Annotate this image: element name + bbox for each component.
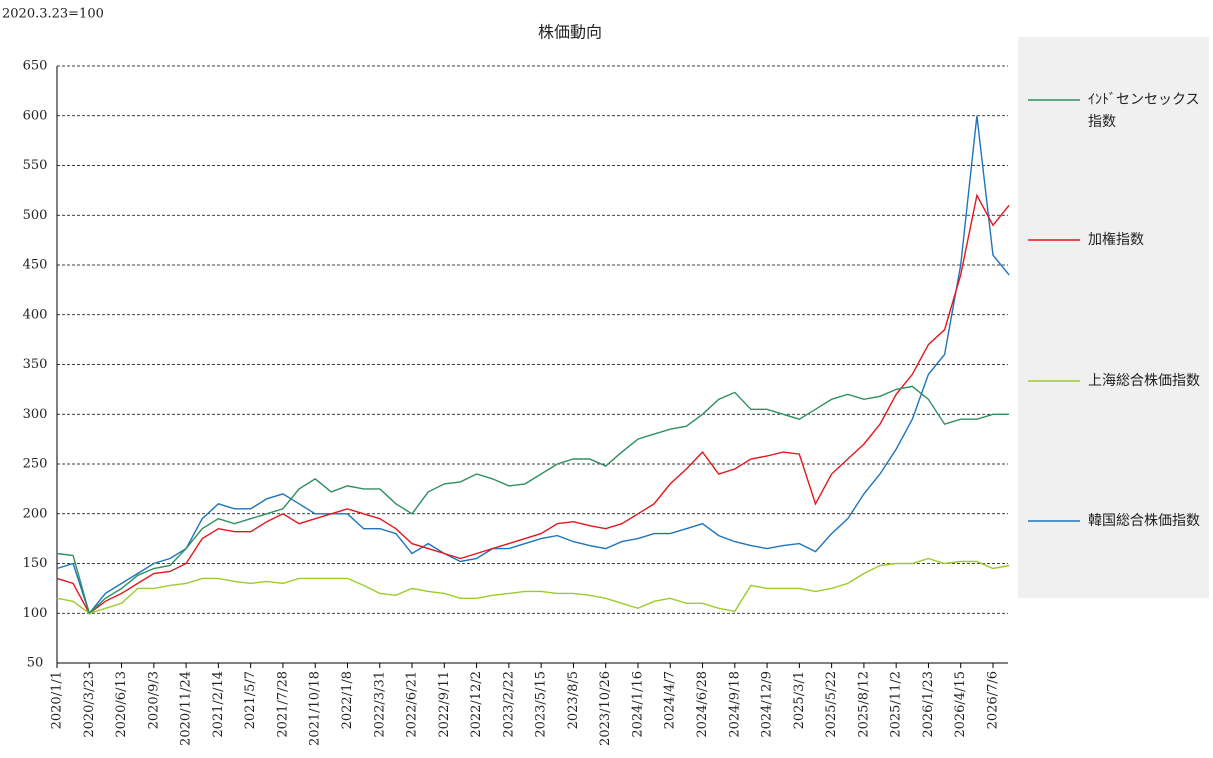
- x-tick-label: 2022/12/2: [469, 671, 484, 738]
- x-tick-label: 2024/6/28: [695, 671, 710, 738]
- x-tick-label: 2025/8/12: [856, 671, 871, 738]
- legend-label: ｲﾝﾄﾞセンセックス指数: [1088, 92, 1200, 130]
- y-tick-label: 450: [23, 258, 48, 273]
- x-tick-label: 2026/1/23: [921, 671, 936, 738]
- y-tick-label: 150: [23, 556, 48, 571]
- x-tick-label: 2025/5/22: [824, 671, 839, 738]
- x-tick-label: 2022/1/8: [340, 671, 355, 729]
- x-tick-label: 2023/10/26: [598, 671, 613, 746]
- x-tick-label: 2024/12/9: [760, 671, 775, 738]
- x-tick-label: 2025/11/2: [889, 671, 904, 738]
- x-tick-label: 2020/6/13: [114, 671, 129, 738]
- x-tick-label: 2023/8/5: [566, 671, 581, 729]
- y-tick-label: 600: [23, 108, 48, 123]
- legend-label: 加権指数: [1088, 232, 1144, 248]
- y-tick-label: 250: [23, 457, 48, 472]
- x-tick-label: 2021/10/18: [308, 671, 323, 746]
- x-tick-label: 2021/2/14: [211, 671, 226, 738]
- x-tick-label: 2020/9/3: [146, 671, 161, 729]
- x-tick-label: 2020/11/24: [179, 671, 194, 746]
- y-tick-label: 400: [23, 307, 48, 322]
- x-tick-label: 2022/3/31: [372, 671, 387, 738]
- chart-title: 株価動向: [538, 23, 602, 42]
- x-tick-label: 2024/1/16: [630, 671, 645, 738]
- x-tick-label: 2025/3/1: [792, 671, 807, 729]
- legend-label: 韓国総合株価指数: [1088, 513, 1200, 529]
- x-tick-label: 2026/7/6: [986, 671, 1001, 729]
- legend-label: 上海総合株価指数: [1088, 373, 1200, 389]
- y-tick-label: 650: [23, 59, 48, 74]
- x-tick-label: 2023/2/22: [501, 671, 516, 738]
- x-tick-label: 2020/1/1: [50, 671, 65, 729]
- y-tick-label: 50: [27, 656, 44, 671]
- x-tick-label: 2023/5/15: [534, 671, 549, 738]
- y-tick-label: 550: [23, 158, 48, 173]
- x-tick-label: 2024/4/7: [663, 671, 678, 729]
- y-tick-label: 500: [23, 208, 48, 223]
- series-line: [56, 193, 1010, 615]
- x-tick-label: 2021/7/28: [275, 671, 290, 738]
- legend-panel: [1018, 37, 1209, 598]
- x-tick-label: 2021/5/7: [243, 671, 258, 729]
- y-tick-label: 100: [23, 606, 48, 621]
- note: 2020.3.23=100: [2, 7, 104, 22]
- y-tick-label: 350: [23, 357, 48, 372]
- x-tick-label: 2022/6/21: [405, 671, 420, 738]
- y-tick-label: 300: [23, 407, 48, 422]
- series-line: [56, 557, 1010, 615]
- x-tick-label: 2024/9/18: [727, 671, 742, 738]
- x-tick-label: 2020/3/23: [82, 671, 97, 738]
- y-tick-label: 200: [23, 506, 48, 521]
- series-line: [56, 115, 1010, 615]
- x-tick-label: 2026/4/15: [953, 671, 968, 738]
- x-tick-label: 2022/9/11: [437, 671, 452, 738]
- series-line: [56, 385, 1010, 615]
